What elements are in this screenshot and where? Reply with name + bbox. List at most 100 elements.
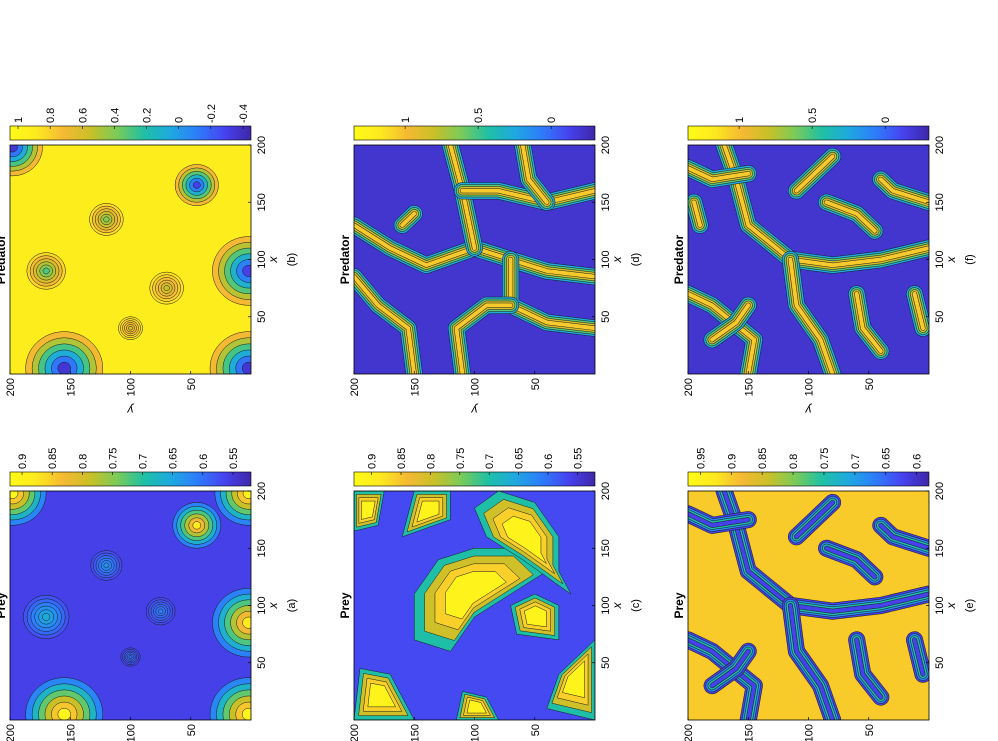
region-3-contour-3 [562,660,585,698]
colorbar-tick-label: 0.7 [484,454,496,469]
stripe-7-band-3 [854,291,883,354]
stripe-5-band-3 [688,165,751,182]
x-axis-label: x [610,602,624,610]
spot-1-contour-5 [103,562,110,569]
x-tick-label: 50 [934,657,946,669]
colorbar-tick-label: 0.95 [695,448,707,469]
region-6-contour-3 [361,500,376,520]
colorbar-tick-label: -0.4 [238,104,250,123]
x-axis-label: x [266,602,280,610]
colorbar-tick-label: 0.75 [107,448,119,469]
panel-b: 50 100 150 200 50 100 150 200 x y Predator (b) 1 0.8 0… [0,104,298,417]
stripe-3-band-3 [710,303,751,342]
y-tick-label: 100 [470,724,482,741]
colorbar-tick-label: 0.9 [17,454,29,469]
stripe-7-band-3 [400,211,417,228]
y-tick-label: 150 [409,378,421,396]
colorbar-tick-label: 1 [400,117,412,123]
y-axis-label: y [805,403,813,417]
plot-area [10,491,251,720]
y-axis-label: y [127,403,135,417]
spot-2-contour-5 [163,285,170,292]
colorbar-tick-label: 0.6 [77,108,89,123]
stripe-0-band-3 [354,274,417,374]
stripe-3-band-3 [710,649,751,688]
panel-label: (a) [286,599,298,612]
colorbar-tick-label: 0.6 [198,454,210,469]
rotated-figure: 5010015020050100150200xyPrey(a)0.90.850.… [0,104,976,741]
colorbar-tick-label: 0.85 [47,448,59,469]
stripe-9-band-3 [912,637,925,677]
region-5-contour-3 [416,500,440,523]
stripe-8-band-3 [794,500,835,539]
colorbar-tick-label: 0 [174,117,186,123]
y-tick-label: 200 [5,724,17,741]
panel-a: 5010015020050100150200xyPrey(a)0.90.850.… [0,448,298,741]
stripe-7-band-3 [824,546,877,579]
colorbar-tick-label: 0.55 [572,448,584,469]
colorbar-tick-label: 0.8 [425,454,437,469]
x-tick-label: 150 [256,193,268,211]
colorbar-tick-label: 0 [546,117,558,123]
panel-label: (c) [630,599,642,612]
colorbar-tick-label: 0.4 [109,108,121,123]
stripe-2-band-3 [788,257,835,374]
x-tick-label: 200 [600,136,612,154]
spot-9-contour-5 [10,491,19,499]
x-tick-label: 50 [256,657,268,669]
spot-8-contour-5 [10,145,18,153]
x-tick-label: 100 [600,596,612,614]
colorbar-tick-label: 0.7 [850,454,862,469]
spot-3-contour-5 [128,655,133,659]
stripe-8-band-3 [824,200,877,233]
spot-6-contour-5 [242,264,251,277]
panel-e: 5010015020050100150200xyPrey(e)0.950.90.… [672,448,976,741]
colorbar-tick-label: 0.85 [396,448,408,469]
region-1-contour-3 [501,515,547,564]
y-tick-label: 100 [470,378,482,396]
x-tick-label: 150 [934,539,946,557]
y-tick-label: 100 [126,378,138,396]
colorbar-tick-label: -0.2 [206,104,218,123]
spot-5-contour-5 [241,707,251,720]
spot-0-contour-5 [42,613,51,621]
panel-c: 5010015020050100150200xyPrey(c)0.90.850.… [338,448,642,741]
region-4-contour-3 [524,605,547,628]
x-axis-label: x [944,602,958,610]
stripe-6-band-3 [854,637,883,700]
spot-1-contour-5 [103,216,110,223]
background-level [354,145,595,374]
stripe-4-band-3 [878,177,929,205]
panel-title: Prey [338,592,352,618]
colorbar [687,125,930,141]
colorbar [9,125,252,141]
stripe-10-band-3 [912,291,925,331]
spot-7-contour-5 [192,181,201,189]
colorbar-tick-label: 0.8 [45,108,57,123]
colorbar [353,471,596,487]
plot-area [354,145,595,374]
x-tick-label: 150 [600,539,612,557]
x-axis-label: x [610,256,624,264]
stripe-6-band-3 [692,200,703,228]
colorbar-tick-label: 0.55 [228,448,240,469]
background-level [10,491,251,720]
spot-0-contour-5 [42,267,50,275]
x-tick-label: 200 [934,136,946,154]
y-tick-label: 150 [743,378,755,396]
y-tick-label: 150 [743,724,755,741]
plot-area [688,145,929,374]
colorbar-tick-label: 0.7 [138,454,150,469]
spot-7-contour-5 [192,521,202,530]
y-tick-label: 200 [349,724,361,741]
stripe-3-band-3 [508,257,595,331]
x-axis-label: x [266,256,280,264]
y-tick-label: 150 [65,378,77,396]
region-0-contour-3 [445,571,507,620]
colorbar-tick-label: 0.85 [757,448,769,469]
x-tick-label: 200 [600,482,612,500]
plot-area [10,145,251,374]
spot-5-contour-5 [241,361,251,374]
y-axis-label: y [471,403,479,417]
